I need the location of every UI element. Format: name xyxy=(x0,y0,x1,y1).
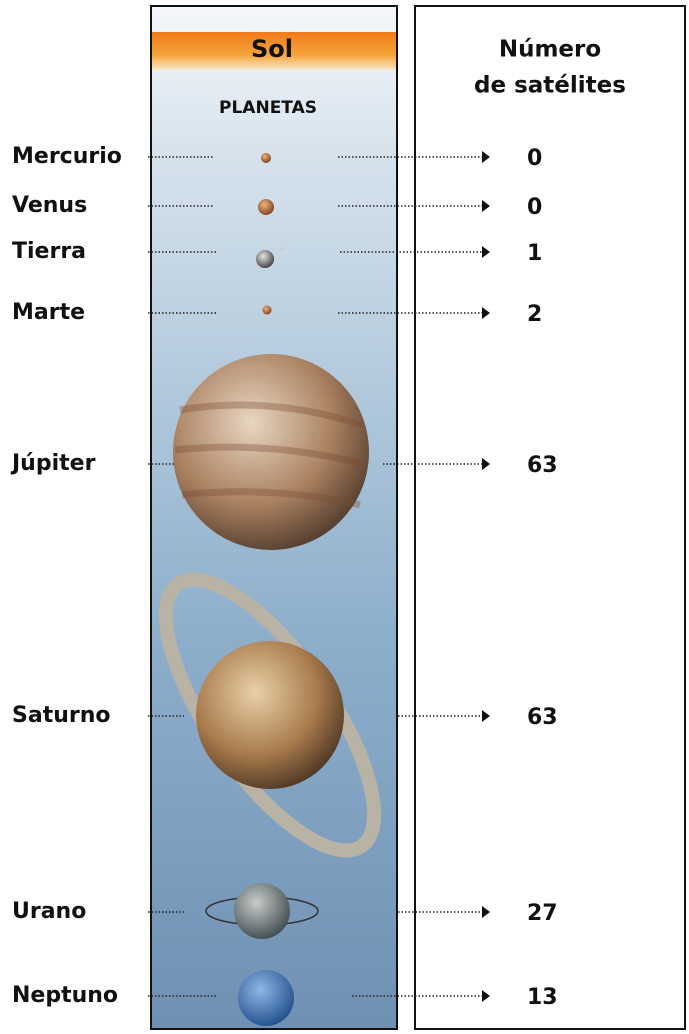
arrow-head xyxy=(482,307,490,319)
arrow-head xyxy=(482,990,490,1002)
satellite-count: 27 xyxy=(527,901,558,926)
planet-name: Mercurio xyxy=(12,144,122,169)
planet-name: Saturno xyxy=(12,703,111,728)
planet-name: Tierra xyxy=(12,239,86,264)
neptune xyxy=(238,970,294,1026)
arrow-head xyxy=(482,458,490,470)
venus xyxy=(258,199,274,215)
jupiter-bands xyxy=(174,401,369,509)
sun-band xyxy=(152,32,396,70)
satellite-count: 2 xyxy=(527,302,542,327)
planet-name: Urano xyxy=(12,899,86,924)
satellite-count: 13 xyxy=(527,985,558,1010)
planet-name: Venus xyxy=(12,193,87,218)
planets-heading: PLANETAS xyxy=(219,98,317,118)
moon xyxy=(280,247,284,251)
satellite-count: 63 xyxy=(527,705,558,730)
sun-label: Sol xyxy=(251,35,293,63)
jupiter xyxy=(173,354,369,550)
arrow-head xyxy=(482,906,490,918)
uranus xyxy=(234,883,290,939)
arrow-head xyxy=(482,246,490,258)
satellites-heading: de satélites xyxy=(474,73,626,99)
planet-name: Neptuno xyxy=(12,983,118,1008)
satellite-count: 0 xyxy=(527,195,542,220)
arrow-head xyxy=(482,200,490,212)
saturn xyxy=(196,641,344,789)
arrow-head xyxy=(482,710,490,722)
planet-name: Marte xyxy=(12,300,85,325)
earth xyxy=(256,250,274,268)
satellites-panel xyxy=(414,5,686,1030)
satellite-count: 0 xyxy=(527,146,542,171)
mars xyxy=(262,305,272,315)
planet-name: Júpiter xyxy=(10,451,96,476)
satellite-count: 63 xyxy=(527,453,558,478)
satellite-count: 1 xyxy=(527,241,542,266)
mercury xyxy=(261,153,271,163)
arrow-head xyxy=(482,151,490,163)
satellites-heading: Número xyxy=(499,37,601,63)
